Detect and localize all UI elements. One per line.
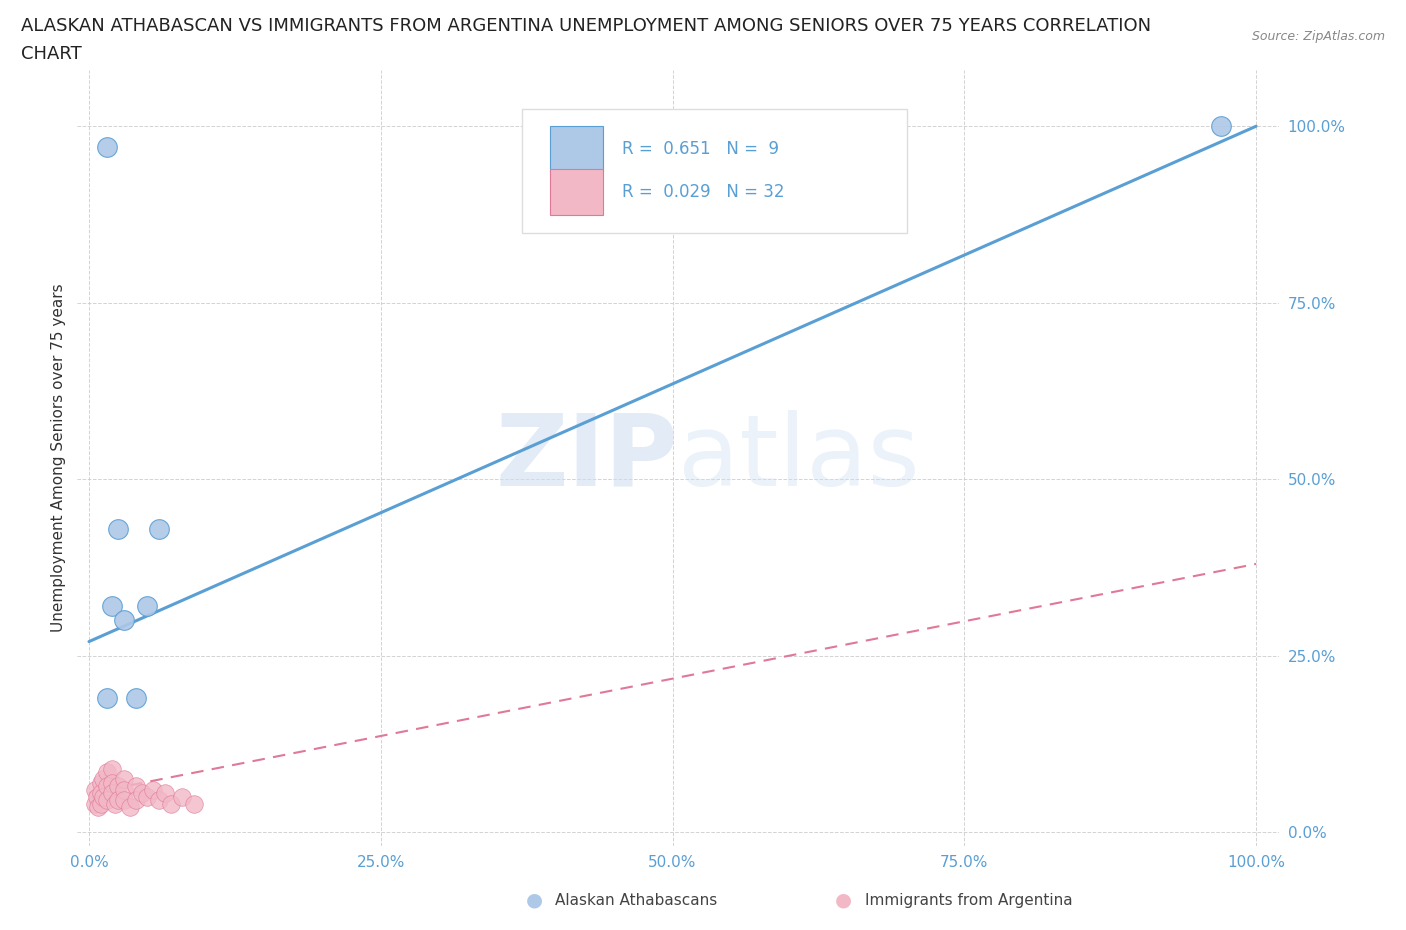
Point xyxy=(87,800,110,815)
Point xyxy=(96,778,118,793)
Text: ALASKAN ATHABASCAN VS IMMIGRANTS FROM ARGENTINA UNEMPLOYMENT AMONG SENIORS OVER : ALASKAN ATHABASCAN VS IMMIGRANTS FROM AR… xyxy=(21,17,1152,34)
Point xyxy=(91,790,114,804)
Point xyxy=(148,793,170,808)
Point xyxy=(101,761,124,776)
Point xyxy=(107,793,129,808)
Text: ●: ● xyxy=(526,891,543,910)
Point xyxy=(101,599,124,614)
Text: Alaskan Athabascans: Alaskan Athabascans xyxy=(555,893,717,908)
Point xyxy=(125,778,148,793)
Point xyxy=(112,793,135,808)
Point xyxy=(125,691,148,706)
Point xyxy=(90,796,112,811)
Text: R =  0.029   N = 32: R = 0.029 N = 32 xyxy=(621,183,785,201)
Point xyxy=(125,793,148,808)
Point xyxy=(112,613,135,628)
Point xyxy=(172,790,194,804)
Point xyxy=(86,790,108,804)
Point xyxy=(101,786,124,801)
Point xyxy=(90,786,112,801)
Point xyxy=(101,776,124,790)
Point xyxy=(83,796,105,811)
Point xyxy=(148,521,170,536)
Text: ●: ● xyxy=(835,891,852,910)
Point xyxy=(96,691,118,706)
FancyBboxPatch shape xyxy=(550,126,603,172)
Point xyxy=(107,521,129,536)
FancyBboxPatch shape xyxy=(522,109,907,232)
Point xyxy=(142,782,165,797)
Point xyxy=(96,140,118,155)
Point xyxy=(91,772,114,787)
Point xyxy=(136,790,159,804)
Point xyxy=(136,599,159,614)
Point xyxy=(90,776,112,790)
Point xyxy=(159,796,181,811)
Point xyxy=(153,786,176,801)
Text: Source: ZipAtlas.com: Source: ZipAtlas.com xyxy=(1251,30,1385,43)
Point xyxy=(1209,119,1232,134)
Text: Immigrants from Argentina: Immigrants from Argentina xyxy=(865,893,1073,908)
Text: atlas: atlas xyxy=(679,409,920,507)
FancyBboxPatch shape xyxy=(550,169,603,215)
Point xyxy=(131,786,153,801)
Point xyxy=(83,782,105,797)
Y-axis label: Unemployment Among Seniors over 75 years: Unemployment Among Seniors over 75 years xyxy=(51,284,66,632)
Point xyxy=(112,782,135,797)
Point xyxy=(107,778,129,793)
Text: CHART: CHART xyxy=(21,45,82,62)
Point xyxy=(118,800,141,815)
Point xyxy=(112,772,135,787)
Point xyxy=(183,796,205,811)
Point xyxy=(96,793,118,808)
Point xyxy=(96,764,118,779)
Point xyxy=(104,796,127,811)
Text: R =  0.651   N =  9: R = 0.651 N = 9 xyxy=(621,140,779,158)
Text: ZIP: ZIP xyxy=(495,409,679,507)
